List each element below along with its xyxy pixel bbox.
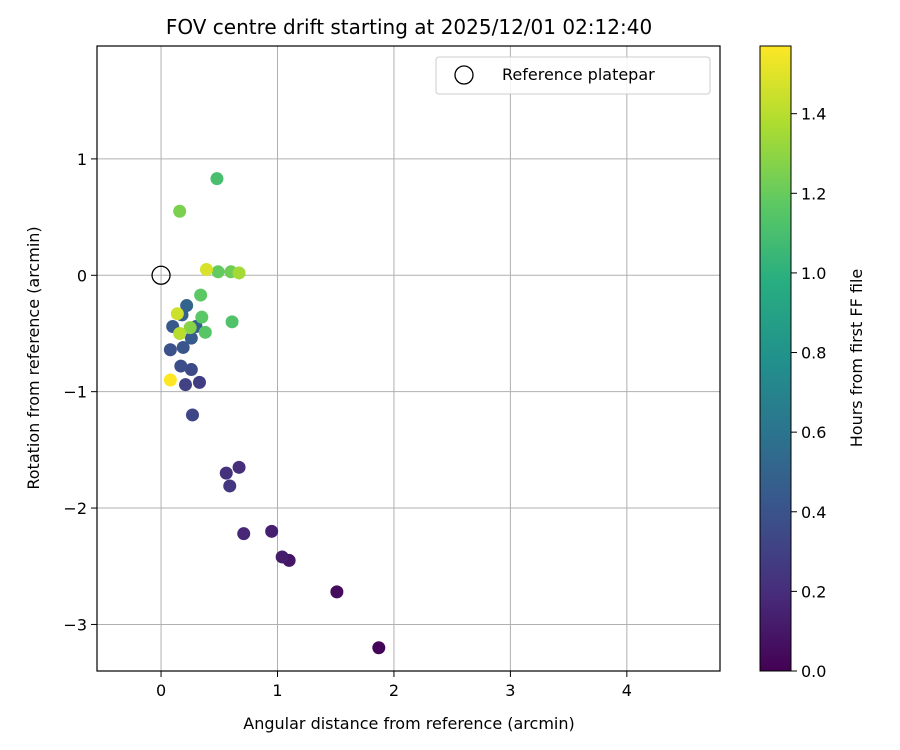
colorbar-tick-label: 0.6 bbox=[801, 423, 826, 442]
data-point bbox=[184, 363, 198, 377]
data-point bbox=[265, 524, 279, 538]
y-tick-label: −3 bbox=[63, 615, 87, 634]
colorbar-tick-label: 0.8 bbox=[801, 344, 826, 363]
grid bbox=[97, 46, 720, 671]
x-tick-label: 2 bbox=[389, 681, 399, 700]
colorbar bbox=[759, 45, 792, 672]
data-point bbox=[180, 299, 194, 313]
x-axis-ticks: 0 1 2 3 4 bbox=[156, 671, 632, 700]
data-point bbox=[223, 479, 237, 493]
data-point bbox=[163, 373, 177, 387]
data-point bbox=[232, 266, 246, 280]
data-points bbox=[163, 172, 386, 655]
data-point bbox=[237, 527, 251, 541]
x-tick-label: 1 bbox=[272, 681, 282, 700]
data-point bbox=[163, 343, 177, 357]
data-point bbox=[232, 460, 246, 474]
y-axis-ticks: −3 −2 −1 0 1 bbox=[63, 150, 97, 634]
reference-platepar-marker bbox=[151, 265, 171, 285]
y-tick-label: 1 bbox=[77, 150, 87, 169]
data-point bbox=[183, 321, 197, 335]
colorbar-tick-label: 0.4 bbox=[801, 503, 826, 522]
data-point bbox=[275, 550, 289, 564]
data-point bbox=[372, 641, 386, 655]
data-point bbox=[174, 359, 188, 373]
colorbar-label: Hours from first FF file bbox=[847, 269, 866, 448]
data-point bbox=[170, 307, 184, 321]
data-point bbox=[210, 172, 224, 186]
colorbar-tick-label: 1.4 bbox=[801, 105, 826, 124]
y-tick-label: −1 bbox=[63, 383, 87, 402]
x-tick-label: 3 bbox=[505, 681, 515, 700]
colorbar-tick-label: 1.2 bbox=[801, 184, 826, 203]
data-point bbox=[184, 331, 198, 345]
colorbar-ticks: 0.0 0.2 0.4 0.6 0.8 1.0 1.2 1.4 bbox=[791, 105, 826, 681]
data-point bbox=[225, 315, 239, 329]
y-tick-label: 0 bbox=[77, 266, 87, 285]
data-point bbox=[173, 204, 187, 218]
data-point bbox=[179, 378, 193, 392]
legend: Reference platepar bbox=[435, 56, 711, 95]
chart-title: FOV centre drift starting at 2025/12/01 … bbox=[166, 15, 652, 39]
data-point bbox=[199, 262, 213, 276]
data-point bbox=[211, 265, 225, 279]
colorbar-tick-label: 0.0 bbox=[801, 662, 826, 681]
x-tick-label: 4 bbox=[622, 681, 632, 700]
data-point bbox=[198, 325, 212, 339]
colorbar-tick-label: 0.2 bbox=[801, 582, 826, 601]
y-tick-label: −2 bbox=[63, 499, 87, 518]
data-point bbox=[192, 375, 206, 389]
colorbar-tick-label: 1.0 bbox=[801, 264, 826, 283]
reference-marker-layer bbox=[151, 265, 171, 285]
data-point bbox=[176, 340, 190, 354]
legend-reference-marker bbox=[454, 65, 474, 85]
x-tick-label: 0 bbox=[156, 681, 166, 700]
data-point bbox=[194, 288, 208, 302]
data-point bbox=[173, 326, 187, 340]
data-point bbox=[330, 585, 344, 599]
plot-frame bbox=[96, 45, 721, 672]
data-point bbox=[185, 408, 199, 422]
data-point bbox=[219, 466, 233, 480]
x-axis-label: Angular distance from reference (arcmin) bbox=[243, 714, 574, 733]
legend-box bbox=[435, 56, 711, 95]
legend-entry-reference: Reference platepar bbox=[502, 65, 655, 84]
y-axis-label: Rotation from reference (arcmin) bbox=[24, 226, 43, 489]
data-point bbox=[195, 310, 209, 324]
